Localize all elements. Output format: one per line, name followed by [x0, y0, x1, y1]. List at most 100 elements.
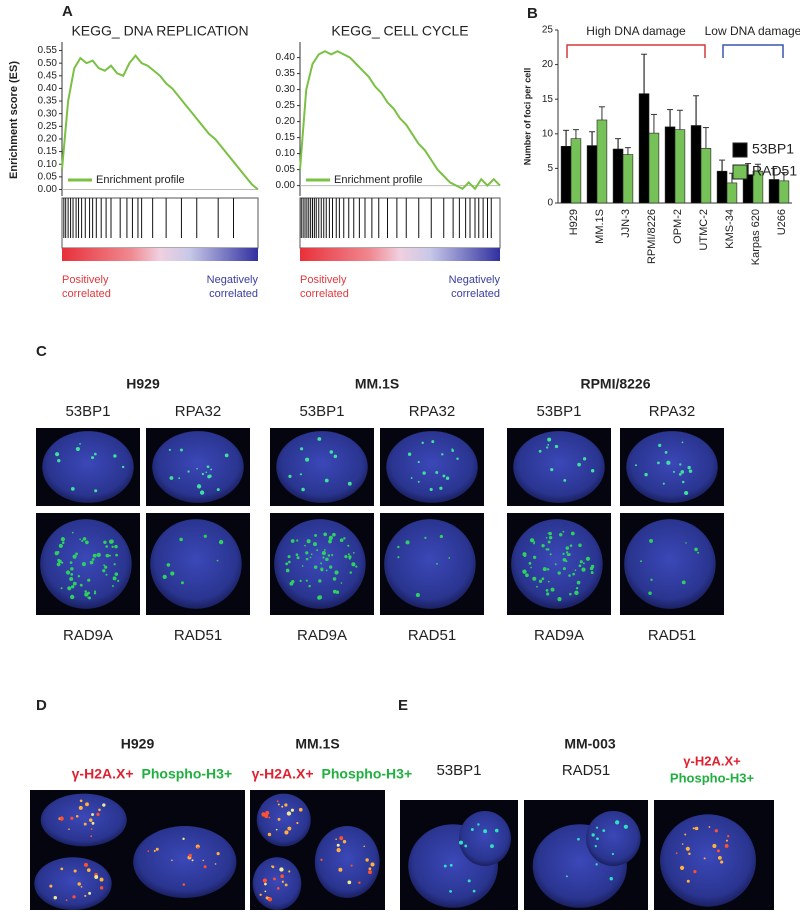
focus	[85, 802, 89, 807]
focus	[279, 867, 284, 872]
y-tick-label: 25	[542, 25, 554, 36]
focus	[264, 890, 267, 893]
focus	[547, 540, 551, 544]
focus	[623, 824, 628, 829]
focus	[363, 845, 366, 848]
focus	[312, 542, 318, 547]
focus	[562, 557, 567, 562]
focus	[550, 467, 554, 472]
focus	[569, 592, 572, 596]
stain-label: RAD51	[648, 627, 696, 644]
focus	[323, 549, 326, 551]
focus	[594, 844, 597, 848]
focus	[456, 457, 459, 461]
focus	[585, 556, 591, 561]
focus	[111, 585, 114, 587]
legend-label: 53BP1	[752, 141, 794, 157]
focus	[317, 437, 322, 441]
marker-label: γ-H2A.X+	[72, 766, 134, 782]
focus	[117, 579, 120, 582]
focus	[579, 560, 583, 564]
focus	[679, 463, 682, 466]
focus	[547, 443, 550, 446]
focus	[688, 469, 693, 473]
bar	[700, 148, 712, 204]
focus	[320, 567, 324, 571]
focus	[318, 579, 322, 583]
focus	[562, 552, 565, 556]
focus	[80, 886, 83, 888]
focus	[548, 531, 552, 536]
focus	[680, 470, 685, 474]
focus	[77, 882, 81, 886]
focus	[590, 469, 595, 473]
focus	[208, 474, 212, 478]
focus	[53, 895, 58, 900]
focus	[451, 448, 454, 451]
stain-label: RAD51	[174, 627, 222, 644]
focus	[549, 553, 552, 556]
focus	[81, 562, 87, 567]
bar	[752, 170, 764, 204]
y-tick-label: 0.40	[276, 52, 296, 63]
bar	[596, 119, 608, 204]
focus	[91, 558, 95, 561]
nucleus	[624, 519, 716, 609]
focus	[720, 860, 724, 864]
y-tick-label: 0.30	[38, 108, 58, 119]
focus	[675, 852, 678, 855]
focus	[595, 863, 598, 866]
focus	[640, 560, 643, 563]
focus	[57, 558, 61, 562]
focus	[180, 581, 184, 585]
focus	[525, 573, 529, 578]
focus	[472, 889, 476, 893]
focus	[370, 862, 375, 867]
y-tick-label: 5	[547, 163, 553, 174]
focus	[310, 553, 313, 556]
bar	[586, 145, 598, 204]
focus	[581, 567, 586, 572]
focus	[259, 893, 262, 896]
focus	[72, 554, 77, 559]
focus	[477, 823, 480, 826]
y-tick-label: 0.45	[38, 70, 58, 81]
focus	[557, 571, 561, 575]
focus	[65, 570, 71, 575]
focus	[538, 579, 543, 583]
y-tick-label: 0.00	[276, 180, 296, 191]
focus	[574, 590, 579, 596]
rank-bar	[300, 248, 500, 261]
focus	[578, 543, 582, 548]
focus	[332, 532, 336, 537]
focus	[724, 844, 729, 848]
focus	[536, 585, 538, 588]
focus	[276, 887, 280, 890]
focus	[288, 560, 291, 564]
focus	[93, 591, 97, 595]
focus	[694, 826, 699, 831]
focus	[550, 587, 555, 592]
focus	[71, 531, 74, 534]
focus	[712, 843, 717, 849]
focus	[170, 571, 175, 576]
focus	[203, 534, 207, 538]
focus	[87, 578, 91, 582]
focus	[407, 452, 412, 456]
focus	[72, 895, 76, 899]
focus	[442, 474, 446, 478]
focus	[79, 583, 83, 587]
focus	[281, 805, 284, 808]
y-tick-label: 0.20	[276, 116, 296, 127]
x-tick-label: UTMC-2	[698, 209, 710, 251]
focus	[340, 582, 343, 584]
focus	[69, 561, 73, 565]
focus	[340, 538, 343, 541]
focus	[79, 538, 81, 541]
y-tick-label: 0.35	[276, 68, 296, 79]
focus	[114, 572, 119, 576]
nucleus	[660, 814, 756, 907]
stain-label: RAD51	[562, 762, 610, 779]
focus	[262, 878, 268, 883]
